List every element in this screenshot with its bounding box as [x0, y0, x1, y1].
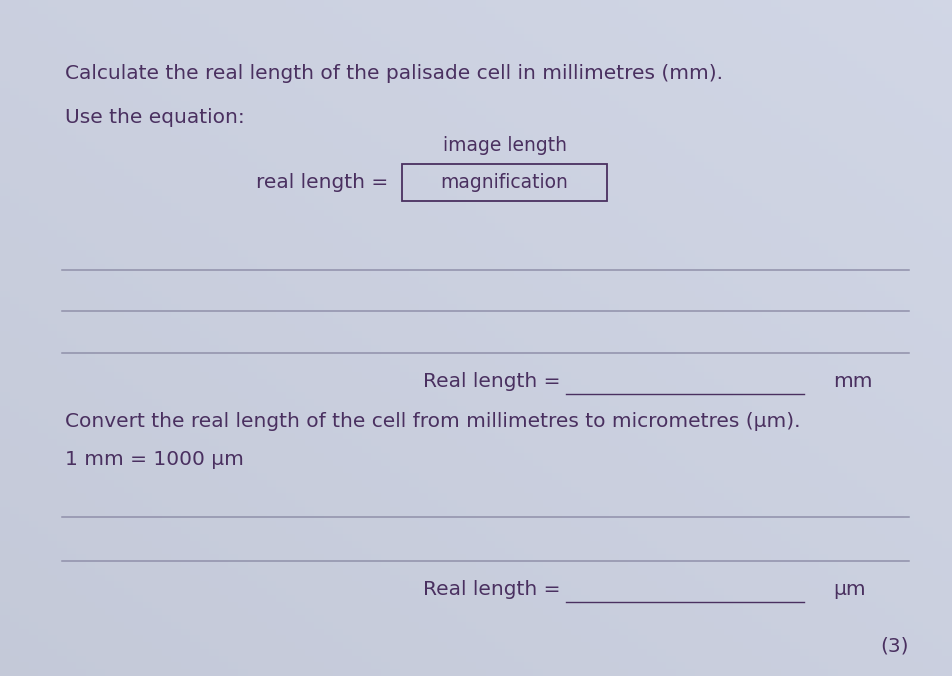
Text: (3): (3) [881, 637, 909, 656]
Text: Real length =: Real length = [423, 372, 566, 391]
Text: image length: image length [443, 136, 566, 155]
Text: magnification: magnification [441, 173, 568, 192]
Text: μm: μm [833, 580, 865, 599]
Text: Convert the real length of the cell from millimetres to micrometres (μm).: Convert the real length of the cell from… [65, 412, 801, 431]
Text: Calculate the real length of the palisade cell in millimetres (mm).: Calculate the real length of the palisad… [65, 64, 723, 83]
Text: 1 mm = 1000 μm: 1 mm = 1000 μm [65, 450, 244, 468]
Text: Use the equation:: Use the equation: [65, 108, 245, 127]
Text: real length =: real length = [256, 173, 395, 192]
Text: Real length =: Real length = [423, 580, 566, 599]
Text: mm: mm [833, 372, 872, 391]
